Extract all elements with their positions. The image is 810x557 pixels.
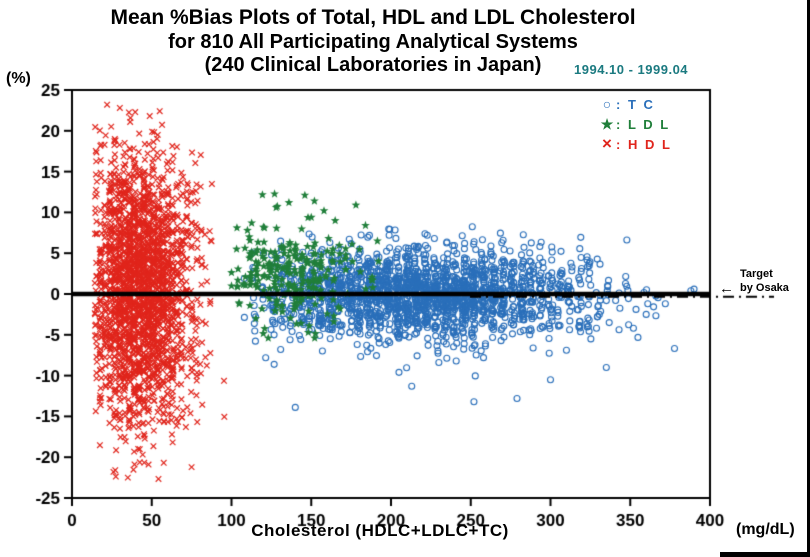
plot-legend: ○ : T C ★ : L D L × : H D L [598,94,672,154]
target-annotation-line-1: Target [740,268,773,280]
scan-edge-bottom [720,552,810,557]
legend-item-tc: ○ : T C [598,94,672,114]
legend-item-hdl: × : H D L [598,134,672,154]
x-axis-label: Cholesterol (HDLC+LDLC+TC) [251,521,509,540]
tc-circle-icon: ○ [602,96,612,112]
ldl-star-icon: ★ [600,115,614,132]
scan-edge-right [807,0,810,557]
target-annotation-line-2: by Osaka [740,281,789,294]
legend-item-ldl: ★ : L D L [598,114,672,134]
target-annotation: Target by Osaka [740,268,789,296]
legend-label-ldl: : L D L [616,116,671,132]
target-left-arrow-icon: ← [719,280,734,297]
hdl-x-icon: × [602,134,612,153]
x-axis-unit-label: (mg/dL) [736,521,795,538]
legend-label-tc: : T C [616,96,655,112]
legend-label-hdl: : H D L [616,136,672,152]
